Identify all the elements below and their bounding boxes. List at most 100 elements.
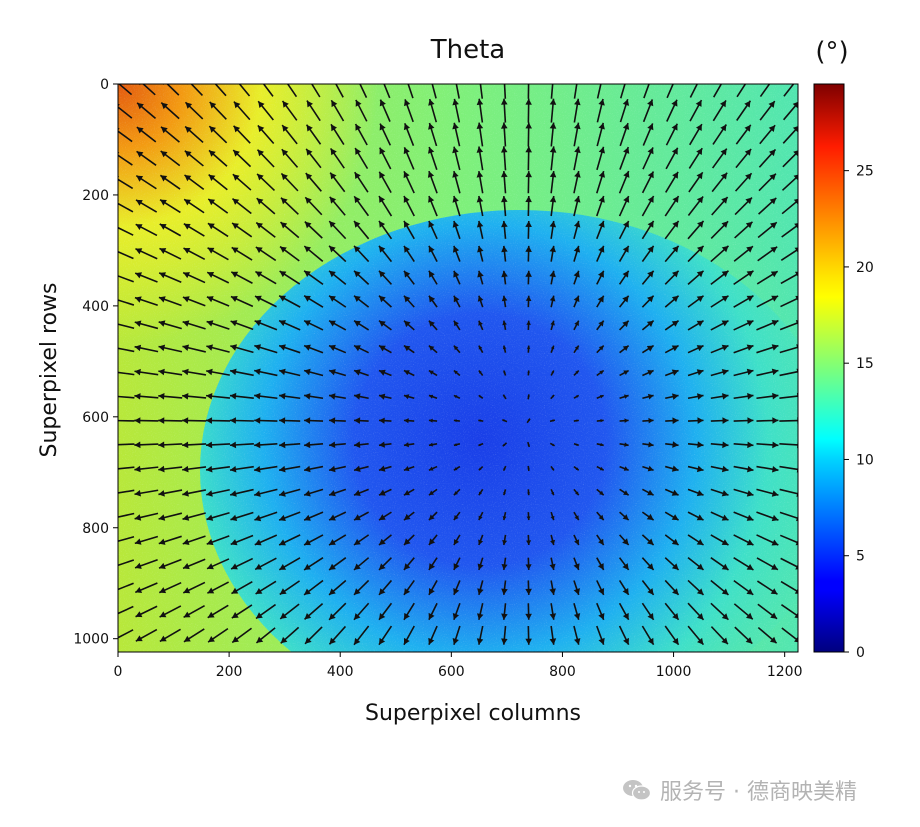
vector-arrow xyxy=(354,171,369,193)
vector-arrow xyxy=(428,394,438,400)
vector-arrow xyxy=(118,395,135,399)
vector-arrow xyxy=(758,173,777,192)
vector-arrow xyxy=(353,220,370,240)
vector-arrow xyxy=(596,146,605,171)
vector-arrow xyxy=(183,247,206,261)
vector-arrow xyxy=(549,98,557,123)
vector-arrow xyxy=(233,101,251,121)
vector-arrow xyxy=(303,295,324,308)
vector-arrow xyxy=(779,534,798,546)
vector-arrow xyxy=(231,627,253,644)
vector-arrow xyxy=(207,198,229,214)
vector-arrow xyxy=(403,418,415,424)
vector-arrow xyxy=(664,220,680,240)
colorbar-tick-label: 20 xyxy=(856,260,874,276)
vector-arrow xyxy=(711,196,729,216)
vector-arrow xyxy=(687,344,704,354)
vector-arrow xyxy=(687,393,704,400)
vector-arrow xyxy=(255,221,276,238)
vector-arrow xyxy=(756,417,779,424)
vector-arrow xyxy=(478,465,484,471)
vector-arrow xyxy=(328,393,346,400)
vector-arrow xyxy=(549,419,556,423)
vector-arrow xyxy=(573,511,580,521)
vector-arrow xyxy=(549,270,556,285)
vector-arrow xyxy=(305,172,322,192)
vector-arrow xyxy=(618,625,630,646)
vector-arrow xyxy=(525,122,532,147)
vector-arrow xyxy=(527,394,530,400)
vector-arrow xyxy=(229,441,254,449)
vector-arrow xyxy=(756,441,779,449)
x-tick-label: 0 xyxy=(114,664,123,680)
vector-arrow xyxy=(619,488,630,496)
vector-arrow xyxy=(689,99,703,122)
vector-arrow xyxy=(550,84,554,99)
vector-arrow xyxy=(641,245,655,263)
vector-arrow xyxy=(159,605,182,618)
vector-arrow xyxy=(134,344,159,353)
vector-arrow xyxy=(403,511,415,521)
vector-arrow xyxy=(279,393,301,400)
vector-arrow xyxy=(618,557,630,571)
vector-arrow xyxy=(158,441,183,449)
vector-arrow xyxy=(278,368,301,377)
vector-arrow xyxy=(206,581,230,594)
vector-arrow xyxy=(596,369,605,377)
vector-arrow xyxy=(378,195,393,217)
vector-arrow xyxy=(354,123,368,146)
vector-arrow xyxy=(452,195,461,217)
y-axis: 0 200 400 600 800 1000 xyxy=(73,77,118,648)
vector-arrow xyxy=(403,602,415,621)
vector-arrow xyxy=(452,220,461,240)
vector-arrow xyxy=(452,245,461,262)
vector-arrow xyxy=(501,603,508,620)
vector-arrow xyxy=(549,245,556,262)
vector-arrow xyxy=(118,535,135,543)
vector-arrow xyxy=(278,557,301,571)
vector-arrow xyxy=(550,534,556,546)
vector-arrow xyxy=(184,174,205,191)
vector-arrow xyxy=(453,394,461,399)
vector-arrow xyxy=(573,603,581,621)
vector-arrow xyxy=(573,443,579,447)
vector-arrow xyxy=(207,222,229,238)
vector-arrow xyxy=(780,295,798,308)
vector-arrow xyxy=(278,344,301,354)
vector-arrow xyxy=(403,465,415,472)
vector-arrow xyxy=(478,488,484,496)
vector-arrow xyxy=(453,443,461,447)
vector-arrow xyxy=(378,171,392,194)
vector-arrow xyxy=(664,602,680,621)
vector-arrow xyxy=(205,441,231,449)
vector-arrow xyxy=(255,270,277,285)
vector-arrow xyxy=(118,275,134,283)
vector-arrow xyxy=(303,368,324,377)
vector-arrow xyxy=(206,558,230,570)
vector-arrow xyxy=(687,488,704,497)
vector-arrow xyxy=(687,441,704,448)
vector-arrow xyxy=(596,122,605,147)
vector-arrow xyxy=(453,419,460,423)
vector-arrow xyxy=(118,466,135,470)
vector-arrow xyxy=(452,170,461,194)
vector-arrow xyxy=(641,195,655,217)
vector-arrow xyxy=(503,370,507,376)
vector-arrow xyxy=(328,602,347,621)
vector-arrow xyxy=(182,465,207,473)
vector-arrow xyxy=(158,535,182,545)
vector-arrow xyxy=(619,122,630,147)
vector-arrow xyxy=(303,393,324,400)
vector-arrow xyxy=(525,220,532,239)
vector-arrow xyxy=(205,393,231,400)
vector-arrow xyxy=(664,534,680,546)
vector-arrow xyxy=(353,602,370,621)
vector-arrow xyxy=(641,171,655,194)
vector-arrow xyxy=(160,102,180,120)
vector-arrow xyxy=(642,488,654,496)
vector-arrow xyxy=(619,146,630,170)
vector-arrow xyxy=(182,535,206,545)
vector-arrow xyxy=(619,98,630,123)
vector-arrow xyxy=(453,465,461,471)
vector-arrow xyxy=(733,579,754,596)
